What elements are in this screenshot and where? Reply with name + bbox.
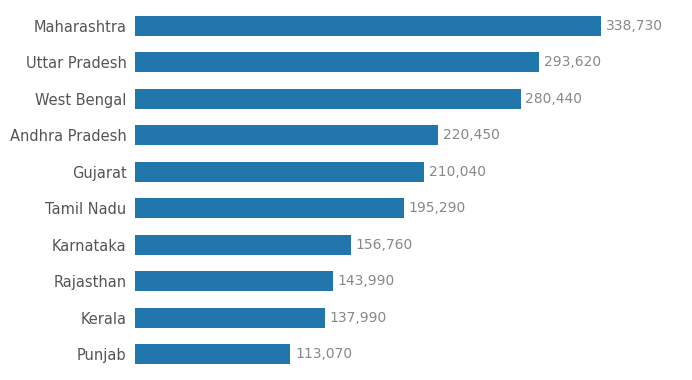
Bar	[135, 16, 601, 36]
Bar	[135, 344, 291, 364]
Text: 220,450: 220,450	[443, 128, 500, 142]
Bar	[135, 198, 403, 218]
Text: 210,040: 210,040	[428, 165, 486, 179]
Bar	[135, 162, 424, 182]
Text: 156,760: 156,760	[355, 238, 412, 252]
Bar	[135, 271, 333, 291]
Text: 137,990: 137,990	[329, 311, 387, 325]
Text: 143,990: 143,990	[338, 274, 395, 288]
Bar	[135, 308, 325, 328]
Bar	[135, 52, 539, 72]
Text: 113,070: 113,070	[295, 347, 352, 361]
Text: 280,440: 280,440	[525, 92, 583, 106]
Text: 293,620: 293,620	[543, 55, 601, 69]
Text: 338,730: 338,730	[606, 19, 662, 33]
Text: 195,290: 195,290	[408, 201, 466, 215]
Bar	[135, 89, 520, 109]
Bar	[135, 125, 438, 145]
Bar	[135, 235, 351, 255]
